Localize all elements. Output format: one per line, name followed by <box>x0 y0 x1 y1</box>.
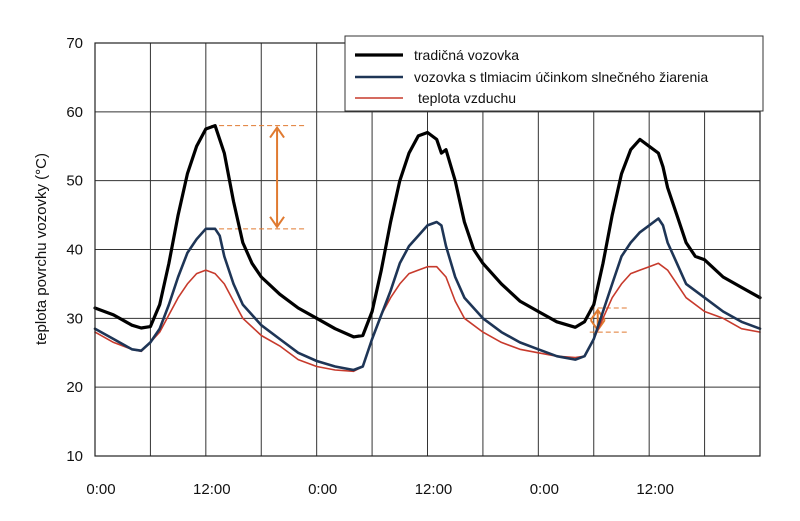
annotation-arrow-head-bottom-0 <box>269 216 285 229</box>
x-tick-labels: 0:00 12:00 0:00 12:00 0:00 12:00 <box>86 481 674 498</box>
x-tick-label-5: 12:00 <box>636 481 674 498</box>
series-line-1 <box>93 217 762 372</box>
y-tick-label-3: 40 <box>66 242 83 259</box>
y-tick-label-2: 30 <box>66 310 83 327</box>
x-tick-label-4: 0:00 <box>530 481 559 498</box>
legend-label-1: vozovka s tlmiacim účinkom slnečného žia… <box>414 69 708 85</box>
x-tick-label-0: 0:00 <box>86 481 115 498</box>
legend-label-0: tradičná vozovka <box>414 47 519 63</box>
series-line-0 <box>93 124 762 339</box>
y-axis-label: teplota povrchu vozovky (°C) <box>33 153 50 345</box>
legend-label-2: teplota vzduchu <box>418 90 516 106</box>
y-tick-labels: 10 20 30 40 50 60 70 <box>66 35 83 465</box>
y-tick-label-0: 10 <box>66 448 83 465</box>
y-tick-label-5: 60 <box>66 104 83 121</box>
y-tick-label-6: 70 <box>66 35 83 52</box>
x-tick-label-3: 12:00 <box>415 481 453 498</box>
y-tick-label-1: 20 <box>66 379 83 396</box>
x-tick-label-1: 12:00 <box>193 481 231 498</box>
x-tick-label-2: 0:00 <box>308 481 337 498</box>
legend-box <box>344 35 764 112</box>
y-tick-label-4: 50 <box>66 173 83 190</box>
legend: tradičná vozovka vozovka s tlmiacim účink… <box>344 35 764 112</box>
annotation-arrow-head-top-0 <box>269 125 285 139</box>
series-line-2 <box>94 262 761 373</box>
series-lines <box>93 124 762 373</box>
